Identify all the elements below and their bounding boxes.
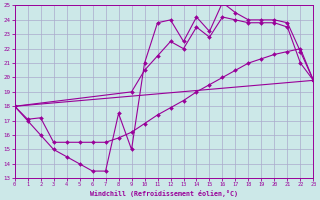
X-axis label: Windchill (Refroidissement éolien,°C): Windchill (Refroidissement éolien,°C)	[90, 190, 238, 197]
